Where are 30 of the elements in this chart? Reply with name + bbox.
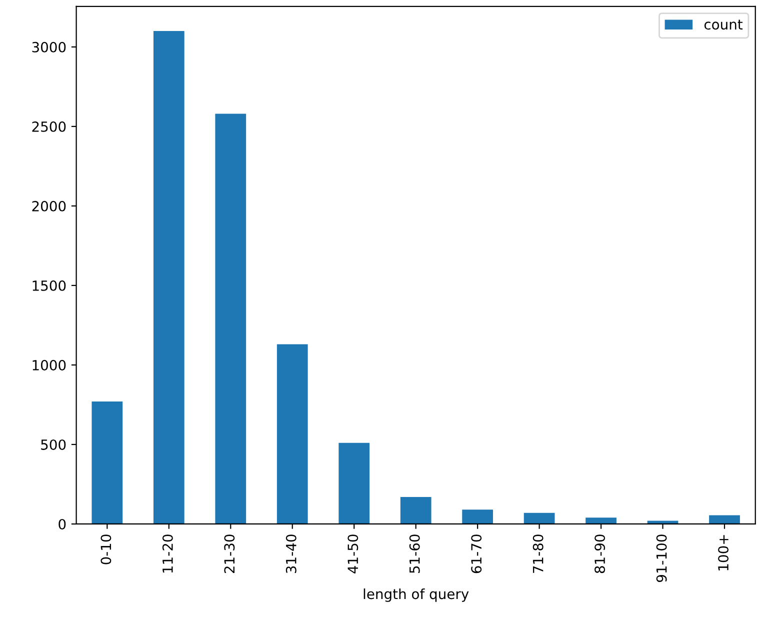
x-tick-label: 61-70: [471, 534, 482, 574]
x-tick-label: 71-80: [532, 534, 544, 573]
x-tick-label: 81-90: [594, 534, 606, 574]
bar: [338, 442, 370, 524]
x-tick-label: 100+: [718, 535, 729, 570]
bar: [400, 496, 432, 524]
y-tick-label: 2500: [32, 121, 66, 132]
y-tick-label: 0: [58, 518, 66, 530]
y-tick-label: 3000: [32, 42, 66, 52]
x-tick-label: 91-100: [656, 534, 667, 582]
x-tick-label: 31-40: [286, 534, 296, 573]
x-tick-label: 41-50: [348, 534, 358, 574]
legend-label: count: [704, 20, 743, 30]
x-tick-label: 51-60: [409, 534, 420, 573]
bar: [276, 344, 308, 524]
x-axis-title: length of query: [364, 588, 469, 602]
y-tick-label: 1500: [32, 280, 66, 291]
bar: [215, 114, 246, 524]
bar: [153, 31, 184, 524]
bar: [709, 515, 740, 524]
bar: [524, 512, 555, 524]
x-tick-label: 0-10: [100, 534, 112, 564]
x-tick-label: 11-20: [162, 534, 173, 573]
y-tick-label: 2000: [32, 200, 66, 212]
y-tick-label: 500: [41, 439, 66, 450]
bar: [462, 510, 493, 524]
y-tick-label: 1000: [32, 360, 66, 370]
bar: [586, 518, 616, 524]
x-tick-label: 21-30: [224, 534, 235, 574]
bar: [92, 402, 123, 524]
